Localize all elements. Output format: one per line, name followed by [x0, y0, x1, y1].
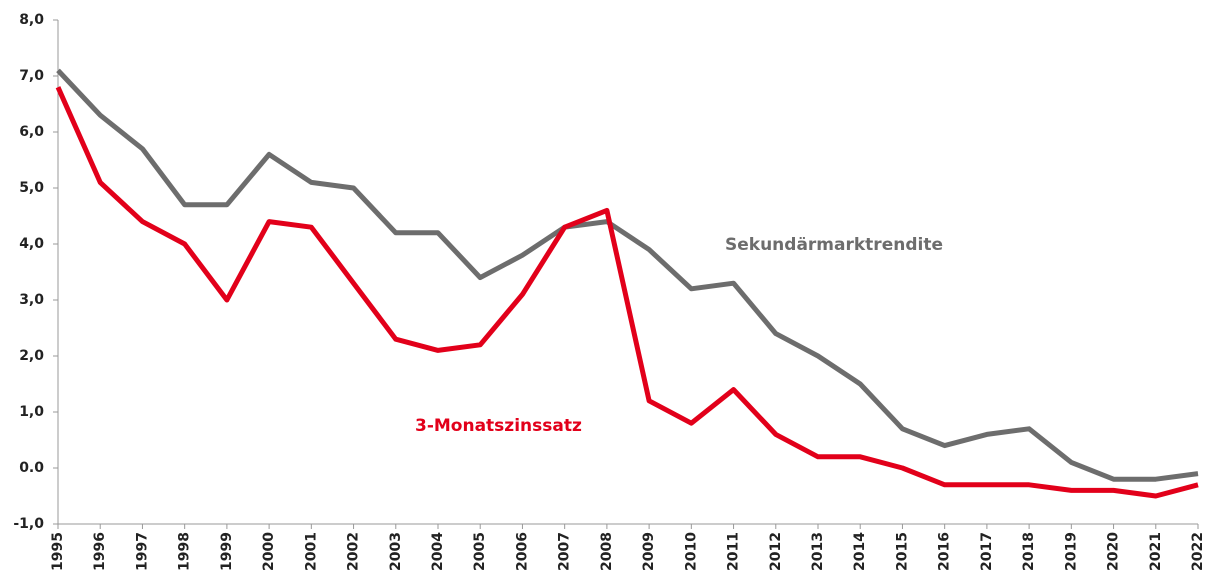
x-tick-label: 2004	[430, 532, 446, 571]
x-tick-label: 2008	[599, 532, 615, 571]
x-tick-label: 2009	[641, 532, 657, 571]
x-tick-label: 2021	[1148, 532, 1164, 571]
y-tick-label: 1,0	[19, 404, 44, 420]
y-tick-label: 4,0	[19, 236, 44, 252]
x-tick-label: 2001	[303, 532, 319, 571]
x-tick-label: 2003	[388, 532, 404, 571]
x-tick-label: 1997	[134, 532, 150, 571]
x-tick-label: 2019	[1063, 532, 1079, 571]
x-tick-label: 2005	[472, 532, 488, 571]
x-tick-label: 2022	[1190, 532, 1206, 571]
y-tick-label: 6,0	[19, 124, 44, 140]
y-tick-label: 3,0	[19, 292, 44, 308]
x-tick-label: 2006	[514, 532, 530, 571]
y-tick-label: 2,0	[19, 348, 44, 364]
x-tick-label: 2020	[1106, 532, 1122, 571]
x-tick-label: 2016	[937, 532, 953, 571]
x-tick-label: 2000	[261, 532, 277, 571]
x-tick-label: 2011	[726, 532, 742, 571]
x-tick-label: 2014	[852, 532, 868, 571]
x-tick-label: 1999	[219, 532, 235, 571]
x-tick-label: 1998	[177, 532, 193, 571]
x-tick-label: 2018	[1021, 532, 1037, 571]
x-tick-label: 2007	[557, 532, 573, 571]
x-tick-label: 2002	[346, 532, 362, 571]
y-tick-label: -1,0	[13, 516, 44, 532]
x-tick-label: 1995	[50, 532, 66, 571]
y-tick-label: 5,0	[19, 180, 44, 196]
x-tick-label: 2017	[979, 532, 995, 571]
series-label: 3-Monatszinssatz	[415, 416, 582, 436]
x-tick-label: 2013	[810, 532, 826, 571]
x-tick-label: 2015	[894, 532, 910, 571]
line-series	[56, 68, 1199, 482]
y-tick-label: 8,0	[19, 12, 44, 28]
y-tick-label: 7,0	[19, 68, 44, 84]
line-series	[55, 86, 1199, 499]
x-tick-label: 1996	[92, 532, 108, 571]
x-tick-label: 2012	[768, 532, 784, 571]
x-tick-label: 2010	[683, 532, 699, 571]
y-tick-label: 0.0	[19, 460, 44, 476]
series-label: Sekundärmarktrendite	[725, 235, 943, 255]
